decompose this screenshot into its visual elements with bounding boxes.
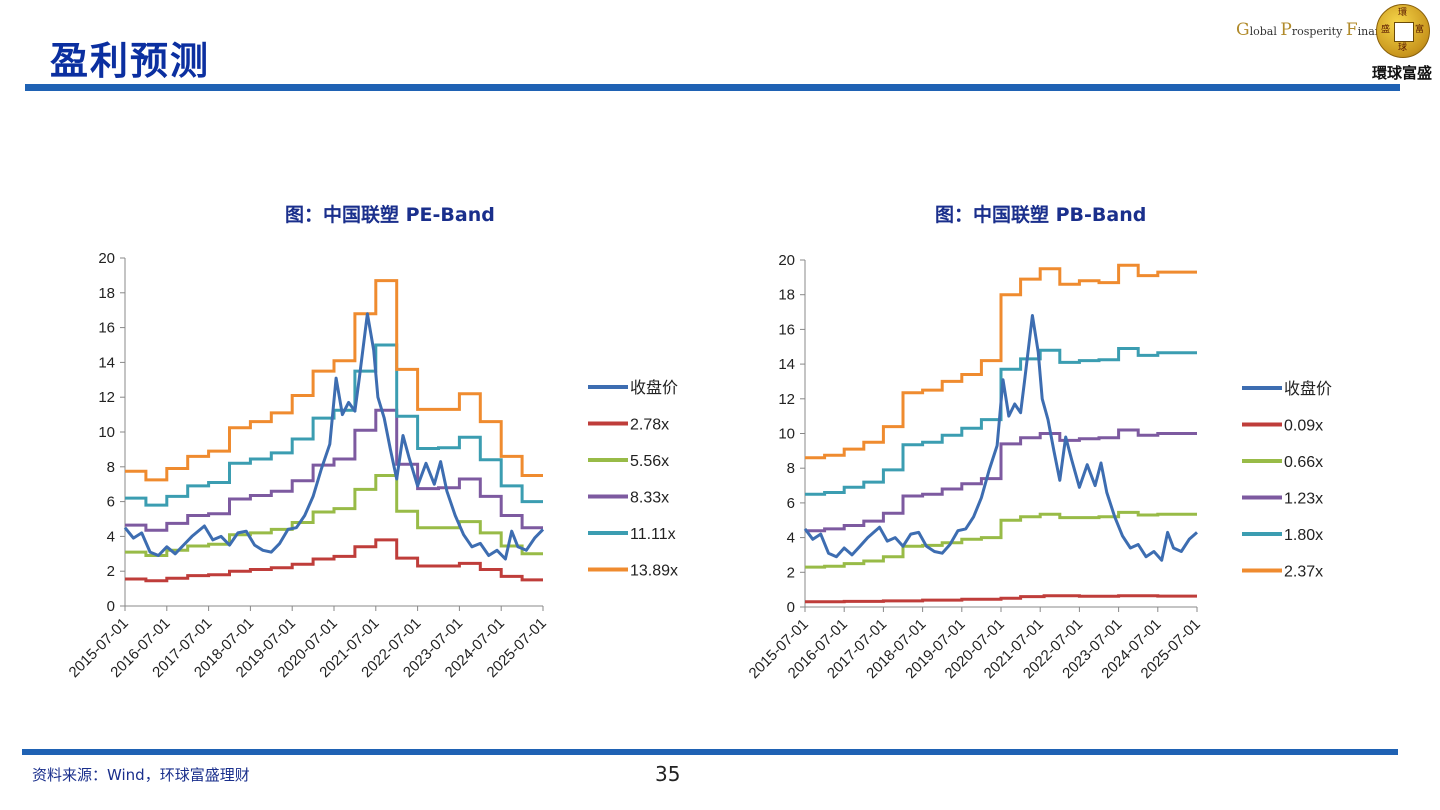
pb-y-tick-label: 10 <box>778 426 795 443</box>
pb-band-2.37x <box>805 263 1197 460</box>
coin-logo-icon: 環 球 富 盛 <box>1376 4 1430 58</box>
pb-legend-label: 1.23x <box>1284 491 1323 508</box>
pe-y-tick-label: 10 <box>98 424 115 441</box>
pe-y-tick-label: 18 <box>98 285 115 302</box>
pe-band-5.56x <box>125 474 543 557</box>
pb-band-1.23x <box>805 428 1197 533</box>
pe-legend-label: 11.11x <box>630 526 676 543</box>
pb-band-chart: 024681012141618202015-07-012016-07-01201… <box>746 252 1332 682</box>
pb-y-tick-label: 20 <box>778 252 795 269</box>
pb-y-tick-label: 2 <box>787 564 795 581</box>
pe-y-tick-label: 16 <box>98 320 115 337</box>
pe-band-13.89x <box>125 279 543 482</box>
pb-y-tick-label: 18 <box>778 287 795 304</box>
pe-legend-label: 13.89x <box>630 563 678 580</box>
pe-y-tick-label: 12 <box>98 389 115 406</box>
pe-y-tick-label: 20 <box>98 250 115 267</box>
pb-legend-label: 1.80x <box>1284 527 1323 544</box>
pb-band-0.09x <box>805 594 1197 604</box>
pb-legend-label: 0.09x <box>1284 418 1323 435</box>
pe-y-tick-label: 2 <box>107 563 115 580</box>
pe-y-tick-label: 8 <box>107 459 115 476</box>
pb-y-tick-label: 6 <box>787 495 795 512</box>
bottom-divider <box>22 749 1398 755</box>
pb-band-1.80x <box>805 347 1197 496</box>
pe-band-2.78x <box>125 538 543 583</box>
pe-band-chart: 024681012141618202015-07-012016-07-01201… <box>66 250 678 681</box>
pb-legend-label: 2.37x <box>1284 564 1323 581</box>
pe-price-line <box>123 312 545 561</box>
pe-legend-label: 2.78x <box>630 417 669 434</box>
pe-y-tick-label: 4 <box>107 528 115 545</box>
pb-y-tick-label: 0 <box>787 599 795 616</box>
pe-chart-title: 图：中国联塑 PE-Band <box>285 204 495 226</box>
pb-y-tick-label: 8 <box>787 460 795 477</box>
pe-y-tick-label: 0 <box>107 598 115 615</box>
pe-legend-label: 8.33x <box>630 490 669 507</box>
top-divider <box>25 84 1400 91</box>
pe-y-tick-label: 14 <box>98 354 115 371</box>
logo-chinese: 環球富盛 <box>1371 64 1432 82</box>
pb-legend-label: 0.66x <box>1284 454 1323 471</box>
pb-y-tick-label: 12 <box>778 391 795 408</box>
pb-price-line <box>803 314 1198 562</box>
pe-legend-label: 5.56x <box>630 453 669 470</box>
pb-chart-title: 图：中国联塑 PB-Band <box>935 204 1147 226</box>
pb-legend-label: 收盘价 <box>1284 379 1332 398</box>
page-number: 35 <box>655 762 681 786</box>
page-title: 盈利预测 <box>50 38 211 83</box>
pe-y-tick-label: 6 <box>107 494 115 511</box>
pe-legend-label: 收盘价 <box>630 378 678 397</box>
company-logo: Global Prosperity Financial 環 球 富 盛 環球富盛 <box>1236 4 1436 84</box>
pe-band-8.33x <box>125 408 543 532</box>
source-note: 资料来源：Wind，环球富盛理财 <box>32 766 250 784</box>
pb-band-0.66x <box>805 510 1197 569</box>
pb-y-tick-label: 4 <box>787 530 795 547</box>
pb-y-tick-label: 16 <box>778 321 795 338</box>
pb-y-tick-label: 14 <box>778 356 795 373</box>
